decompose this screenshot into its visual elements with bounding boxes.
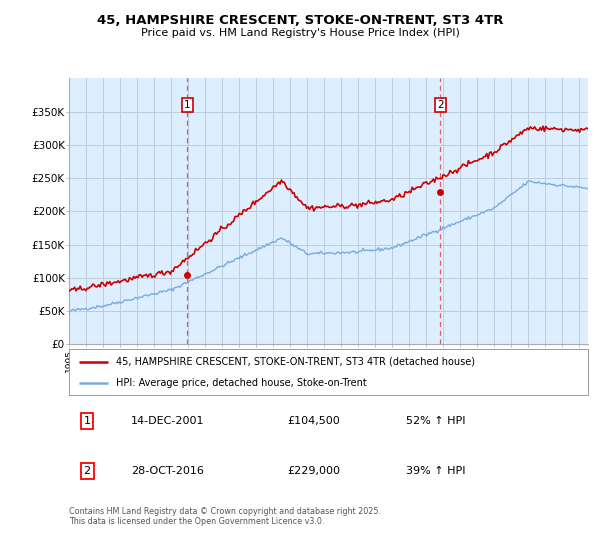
Text: 2: 2 — [83, 466, 91, 476]
Text: 45, HAMPSHIRE CRESCENT, STOKE-ON-TRENT, ST3 4TR: 45, HAMPSHIRE CRESCENT, STOKE-ON-TRENT, … — [97, 14, 503, 27]
Text: 28-OCT-2016: 28-OCT-2016 — [131, 466, 204, 476]
Text: £104,500: £104,500 — [287, 416, 340, 426]
Text: 45, HAMPSHIRE CRESCENT, STOKE-ON-TRENT, ST3 4TR (detached house): 45, HAMPSHIRE CRESCENT, STOKE-ON-TRENT, … — [116, 357, 475, 367]
Text: 1: 1 — [83, 416, 91, 426]
Text: 14-DEC-2001: 14-DEC-2001 — [131, 416, 205, 426]
Text: 2: 2 — [437, 100, 444, 110]
Text: 1: 1 — [184, 100, 191, 110]
Text: £229,000: £229,000 — [287, 466, 340, 476]
Text: Contains HM Land Registry data © Crown copyright and database right 2025.
This d: Contains HM Land Registry data © Crown c… — [69, 507, 381, 526]
Text: Price paid vs. HM Land Registry's House Price Index (HPI): Price paid vs. HM Land Registry's House … — [140, 28, 460, 38]
Text: HPI: Average price, detached house, Stoke-on-Trent: HPI: Average price, detached house, Stok… — [116, 379, 367, 388]
Text: 39% ↑ HPI: 39% ↑ HPI — [406, 466, 466, 476]
Text: 52% ↑ HPI: 52% ↑ HPI — [406, 416, 466, 426]
